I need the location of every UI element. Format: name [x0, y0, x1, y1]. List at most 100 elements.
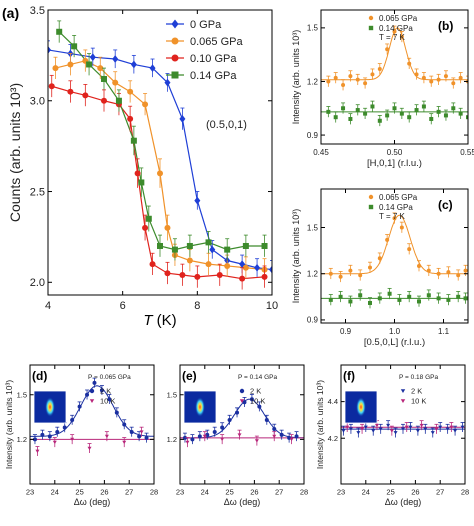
data-point-c-0-7 [392, 216, 397, 221]
data-point-e-0-14 [287, 435, 292, 440]
data-point-a-3-6 [138, 179, 145, 186]
data-point-f-0-9 [408, 425, 413, 430]
x-tick-label-a-3: 10 [266, 300, 278, 312]
x-tick-label-c-2: 1.1 [438, 327, 450, 336]
data-point-a-1-12 [224, 262, 231, 269]
legend-marker-d-0 [89, 388, 95, 394]
x-tick-label-b-2: 0.55 [460, 148, 474, 157]
data-point-d-1-2 [70, 437, 75, 442]
data-point-b-1-6 [370, 104, 375, 109]
data-point-a-2-10 [179, 272, 186, 279]
data-point-a-3-11 [205, 239, 212, 246]
y-axis-label-d: Intensity (arb. units 10³) [4, 380, 14, 469]
data-point-b-0-7 [377, 66, 382, 71]
data-point-e-0-9 [249, 397, 254, 402]
data-point-d-0-7 [85, 392, 90, 397]
legend-marker-a-2 [171, 54, 179, 62]
x-tick-label-f-3: 26 [411, 488, 419, 497]
data-point-e-0-5 [220, 425, 225, 430]
panel-d: 23 24 25 26 27 28 1.2 1.5 Δω (deg) Intensity (arb… [4, 364, 158, 507]
y-axis-label-b: Intensity (arb. units 10³) [291, 30, 301, 125]
legend-marker-e-1 [239, 399, 245, 403]
inset-spot-d [45, 397, 55, 417]
data-point-a-2-9 [164, 270, 171, 277]
legend-label-f-0: 2 K [411, 387, 422, 396]
data-point-f-1-2 [374, 423, 379, 428]
data-point-a-3-9 [171, 246, 178, 253]
data-point-d-0-3 [55, 429, 60, 434]
y-tick-label-d-1: 1.5 [17, 390, 27, 399]
data-point-b-1-19 [466, 115, 468, 120]
data-point-c-0-10 [417, 264, 421, 269]
data-point-b-1-11 [407, 115, 412, 120]
legend-label-b-0: 0.065 GPa [379, 14, 418, 23]
data-point-d-0-6 [77, 404, 82, 409]
annotation-f: P = 0.18 GPa [399, 374, 438, 381]
data-point-b-0-4 [355, 77, 360, 82]
data-point-d-0-9 [99, 388, 104, 393]
y-tick-label-f-1: 4.4 [328, 397, 338, 406]
data-point-f-1-5 [419, 423, 424, 428]
legend-marker-a-0 [171, 19, 179, 29]
data-point-a-3-3 [101, 75, 107, 82]
detector-inset-e [183, 390, 217, 424]
data-point-d-0-11 [114, 410, 119, 415]
x-tick-label-a-1: 6 [120, 300, 126, 312]
x-tick-label-c-1: 1.0 [389, 327, 401, 336]
data-point-c-1-2 [348, 299, 353, 304]
data-point-b-0-10 [399, 34, 404, 39]
data-point-a-2-14 [261, 273, 268, 280]
x-tick-label-f-5: 28 [461, 488, 469, 497]
data-point-a-0-7 [179, 115, 186, 123]
data-point-e-0-10 [257, 404, 262, 409]
data-point-b-1-7 [377, 118, 382, 123]
x-axis-unit-a: (K) [157, 312, 177, 329]
x-tick-label-f-4: 27 [436, 488, 444, 497]
x-tick-label-e-3: 26 [250, 488, 258, 497]
data-point-a-1-13 [242, 264, 249, 271]
x-axis-var-a: T [143, 312, 154, 329]
y-tick-label-e-1: 1.5 [167, 390, 177, 399]
data-point-b-1-15 [436, 109, 441, 114]
data-point-d-0-14 [137, 434, 142, 439]
data-point-a-0-6 [164, 78, 171, 87]
data-point-d-0-8 [92, 380, 97, 385]
axes-frame-f [340, 364, 466, 485]
annotation-b: T = 7 K [379, 33, 406, 42]
data-point-a-0-2 [89, 53, 96, 62]
data-point-c-0-8 [399, 225, 404, 230]
legend-marker-a-3 [171, 71, 179, 79]
plot-area-c [321, 212, 468, 309]
data-point-f-0-15 [453, 429, 458, 433]
data-point-a-2-5 [127, 115, 134, 122]
data-point-b-0-11 [407, 61, 412, 66]
data-point-b-0-13 [421, 75, 426, 80]
x-tick-label-d-5: 28 [150, 488, 158, 497]
data-point-e-1-6 [289, 437, 294, 442]
panel-f: 23 24 25 26 27 28 4.2 4.4 Δω (deg) Intensity (arb… [315, 364, 469, 507]
data-point-d-0-4 [62, 425, 67, 430]
data-point-b-0-9 [392, 29, 397, 34]
data-point-b-1-0 [326, 109, 331, 114]
data-point-c-0-4 [368, 265, 372, 270]
data-point-c-1-6 [387, 291, 392, 296]
fit-curve-c-0 [321, 214, 468, 275]
data-point-a-0-5 [149, 64, 156, 72]
legend-label-b-1: 0.14 GPa [379, 24, 413, 33]
legend-label-a-0: 0 GPa [190, 19, 222, 31]
axes-frame-d [29, 364, 155, 485]
data-point-c-1-0 [328, 297, 333, 302]
data-point-a-2-1 [67, 88, 74, 95]
data-point-f-0-0 [341, 429, 346, 433]
data-point-f-0-7 [393, 431, 398, 435]
data-point-d-0-0 [32, 437, 37, 442]
data-point-e-0-1 [190, 437, 195, 442]
x-tick-label-d-3: 26 [100, 488, 108, 497]
x-axis-label-d: Δω (deg) [74, 497, 111, 507]
x-axis-label-e: Δω (deg) [224, 497, 261, 507]
data-point-a-3-0 [56, 28, 63, 35]
data-point-a-3-2 [86, 61, 93, 68]
legend-marker-f-1 [400, 399, 406, 403]
data-point-c-1-3 [358, 293, 363, 298]
data-point-a-3-10 [186, 242, 193, 249]
